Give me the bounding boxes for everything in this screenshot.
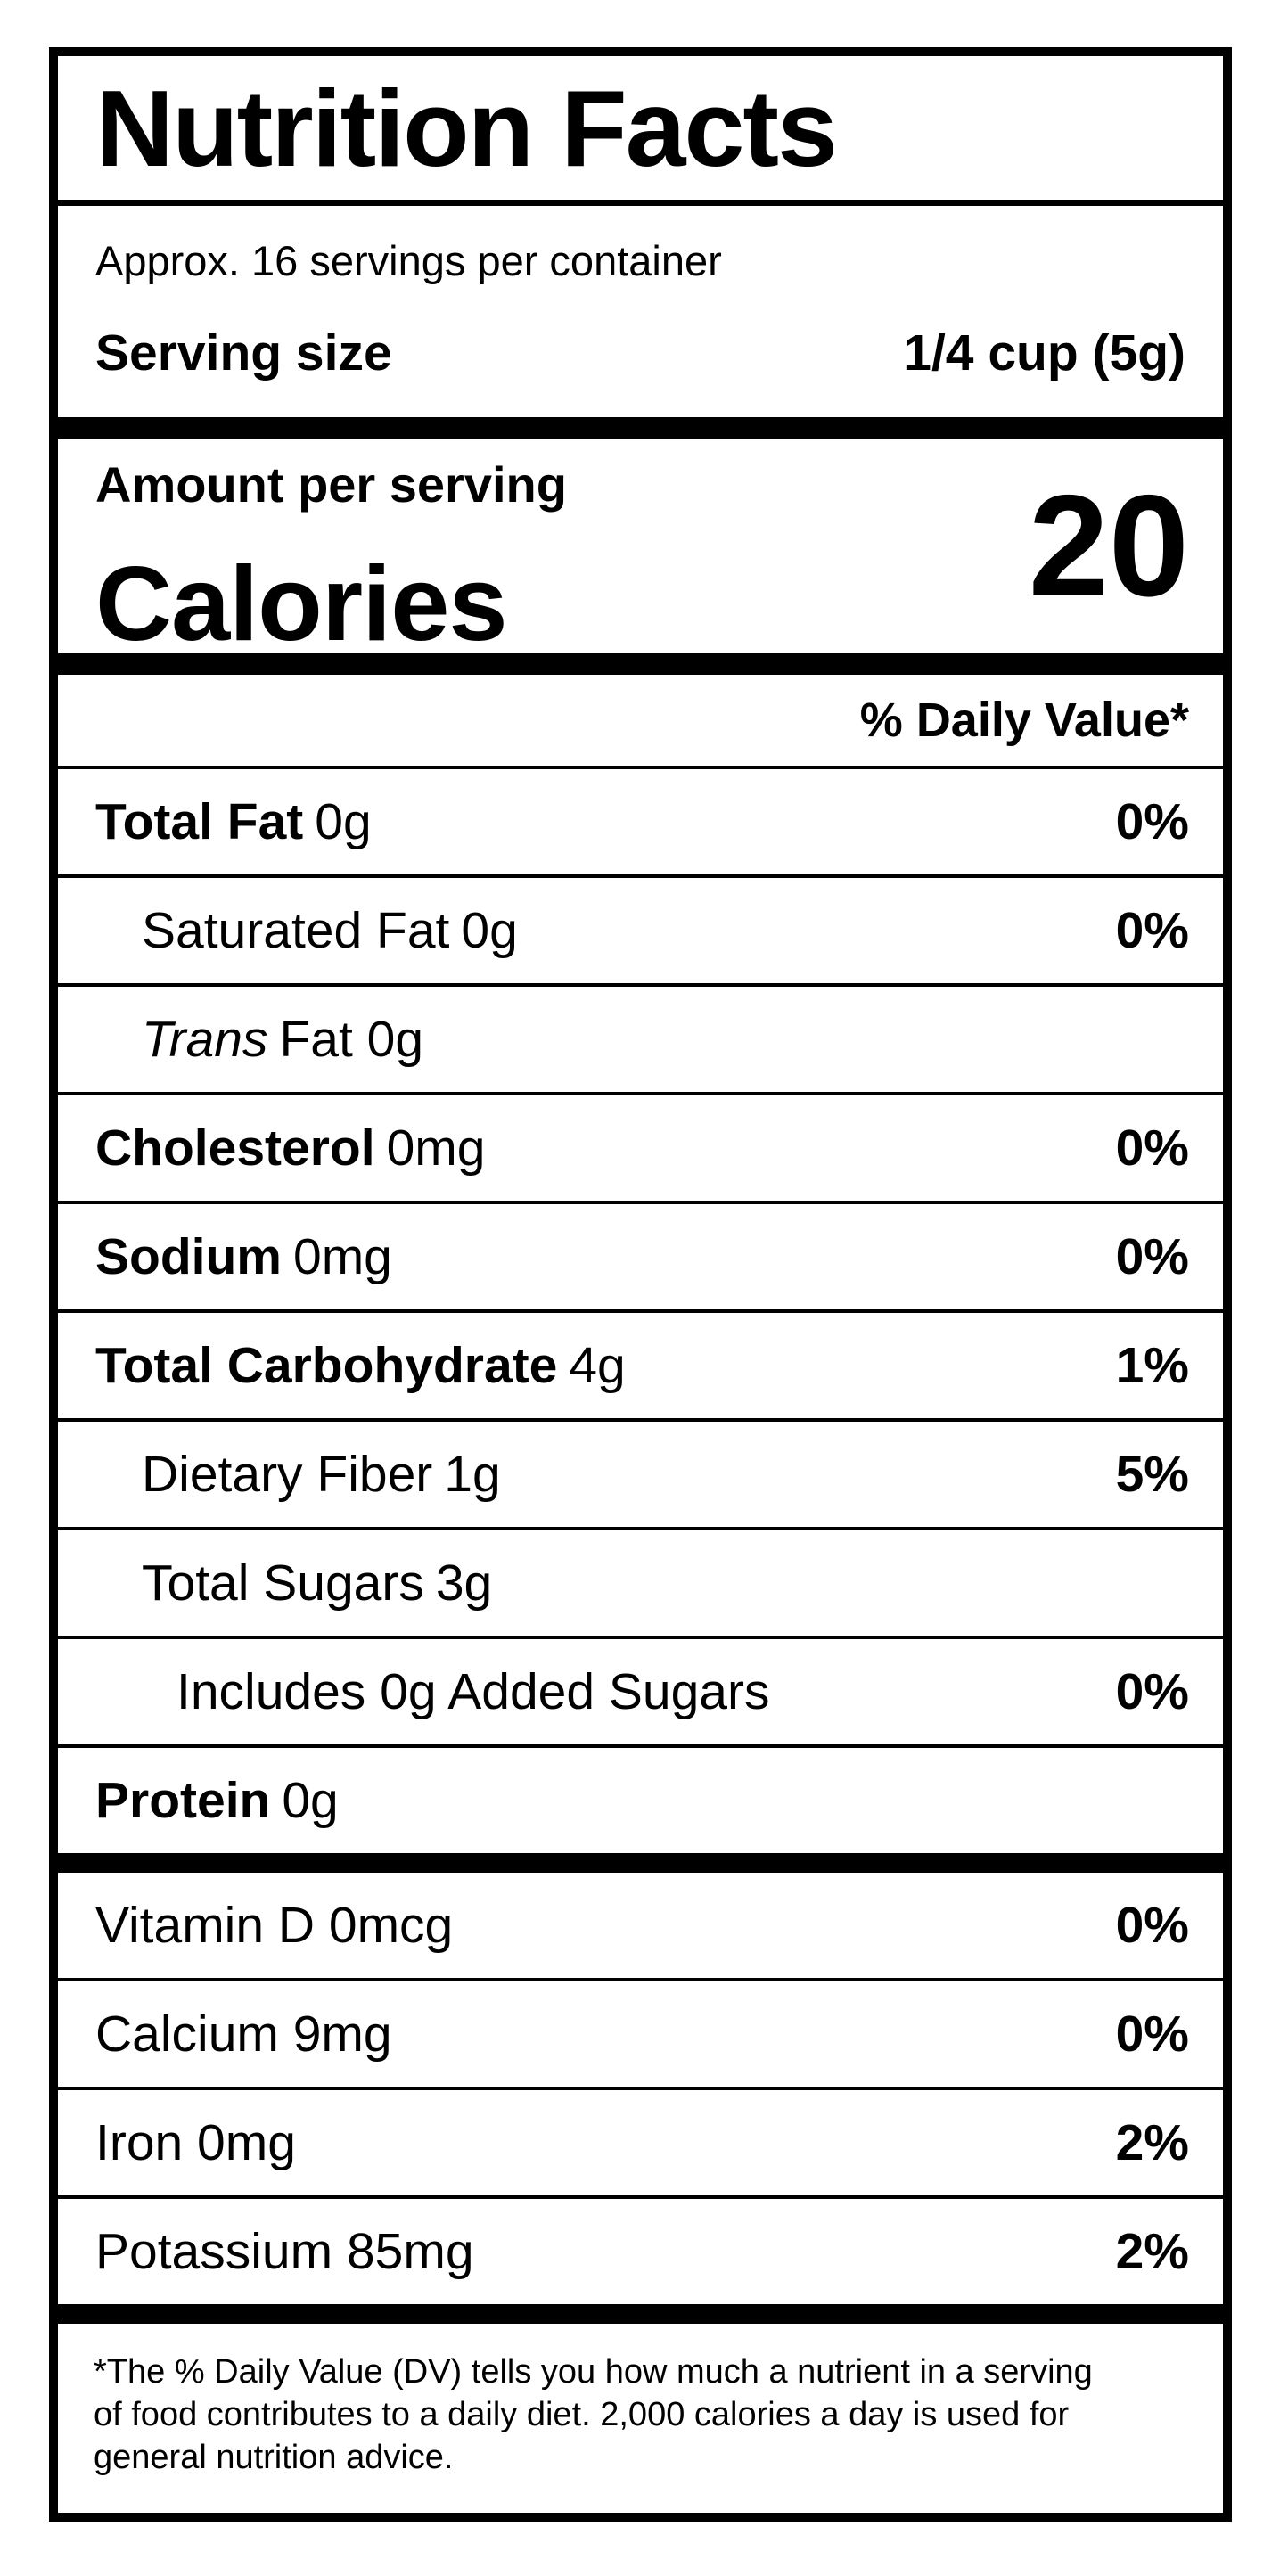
nutrient-row-cholesterol: Cholesterol 0mg 0% bbox=[58, 1095, 1223, 1204]
servings-per-container: Approx. 16 servings per container bbox=[95, 237, 722, 284]
nutrient-name: Dietary Fiber bbox=[142, 1445, 433, 1503]
nutrient-row-sodium: Sodium 0mg 0% bbox=[58, 1204, 1223, 1313]
daily-value: 0% bbox=[1115, 1227, 1189, 1285]
divider-thick bbox=[58, 1853, 1223, 1873]
daily-value: 2% bbox=[1115, 2222, 1189, 2280]
daily-value: 5% bbox=[1115, 1445, 1189, 1503]
nutrient-name: Cholesterol bbox=[95, 1119, 375, 1177]
nutrient-row-total-sugars: Total Sugars 3g bbox=[58, 1530, 1223, 1639]
serving-size-value: 1/4 cup (5g) bbox=[903, 324, 1185, 381]
nutrient-row-dietary-fiber: Dietary Fiber 1g 5% bbox=[58, 1422, 1223, 1530]
daily-value-footnote: *The % Daily Value (DV) tells you how mu… bbox=[58, 2324, 1223, 2513]
calories-label: Calories bbox=[95, 545, 508, 663]
nutrient-name: Total Carbohydrate bbox=[95, 1336, 558, 1394]
nutrient-amount: 0g bbox=[461, 901, 518, 959]
daily-value: 0% bbox=[1115, 1119, 1189, 1177]
calories-value: 20 bbox=[1028, 465, 1189, 627]
footnote-line: *The % Daily Value (DV) tells you how mu… bbox=[94, 2353, 1093, 2391]
daily-value: 0% bbox=[1115, 2005, 1189, 2063]
divider-thick bbox=[58, 2304, 1223, 2324]
nutrient-name: Protein bbox=[95, 1771, 271, 1829]
label-title: Nutrition Facts bbox=[95, 67, 838, 189]
serving-size-label: Serving size bbox=[95, 324, 392, 381]
daily-value-header: % Daily Value* bbox=[859, 693, 1189, 747]
daily-value: 0% bbox=[1115, 1662, 1189, 1720]
nutrient-amount: 0mg bbox=[293, 1227, 392, 1285]
nutrient-row-added-sugars: Includes 0g Added Sugars 0% bbox=[58, 1639, 1223, 1748]
nutrient-row-total-carbohydrate: Total Carbohydrate 4g 1% bbox=[58, 1313, 1223, 1422]
nutrient-row-protein: Protein 0g bbox=[58, 1748, 1223, 1853]
vitamin-row-calcium: Calcium 9mg 0% bbox=[58, 1981, 1223, 2090]
divider-medium bbox=[58, 200, 1223, 206]
divider-thick bbox=[58, 653, 1223, 675]
nutrient-amount: 0g bbox=[282, 1771, 339, 1829]
vitamin-name: Iron 0mg bbox=[95, 2113, 296, 2171]
nutrient-amount: 4g bbox=[569, 1336, 626, 1394]
nutrient-amount: 1g bbox=[444, 1445, 501, 1503]
footnote-line: of food contributes to a daily diet. 2,0… bbox=[94, 2396, 1070, 2433]
vitamin-name: Potassium 85mg bbox=[95, 2222, 474, 2280]
nutrition-facts-label: Nutrition Facts Approx. 16 servings per … bbox=[49, 47, 1232, 2522]
nutrient-name: Trans bbox=[142, 1010, 268, 1068]
amount-per-serving-label: Amount per serving bbox=[95, 456, 567, 513]
nutrient-row-total-fat: Total Fat 0g 0% bbox=[58, 769, 1223, 878]
nutrient-amount: Fat 0g bbox=[279, 1010, 424, 1068]
vitamin-name: Vitamin D 0mcg bbox=[95, 1896, 454, 1954]
vitamin-row-vitamin-d: Vitamin D 0mcg 0% bbox=[58, 1873, 1223, 1981]
nutrient-row-trans-fat: Trans Fat 0g bbox=[58, 987, 1223, 1095]
daily-value: 0% bbox=[1115, 1896, 1189, 1954]
nutrient-amount: 0mg bbox=[386, 1119, 486, 1177]
vitamin-row-potassium: Potassium 85mg 2% bbox=[58, 2199, 1223, 2304]
servings-section: Approx. 16 servings per container Servin… bbox=[58, 206, 1223, 417]
vitamin-name: Calcium 9mg bbox=[95, 2005, 392, 2063]
daily-value: 1% bbox=[1115, 1336, 1189, 1394]
nutrient-row-saturated-fat: Saturated Fat 0g 0% bbox=[58, 878, 1223, 987]
daily-value: 2% bbox=[1115, 2113, 1189, 2171]
serving-size-row: Serving size 1/4 cup (5g) bbox=[95, 324, 1185, 381]
title-section: Nutrition Facts bbox=[58, 56, 1223, 200]
nutrient-name: Total Fat bbox=[95, 792, 304, 850]
vitamin-row-iron: Iron 0mg 2% bbox=[58, 2090, 1223, 2199]
nutrient-name: Sodium bbox=[95, 1227, 282, 1285]
nutrient-amount: 3g bbox=[435, 1554, 493, 1612]
divider-thick bbox=[58, 417, 1223, 439]
nutrient-name: Total Sugars bbox=[142, 1554, 424, 1612]
footnote-line: general nutrition advice. bbox=[94, 2439, 454, 2476]
daily-value-header-row: % Daily Value* bbox=[58, 675, 1223, 769]
daily-value: 0% bbox=[1115, 901, 1189, 959]
calories-section: Amount per serving Calories 20 bbox=[58, 439, 1223, 658]
nutrient-amount: 0g bbox=[315, 792, 372, 850]
nutrient-name: Includes 0g Added Sugars bbox=[176, 1662, 770, 1720]
nutrient-name: Saturated Fat bbox=[142, 901, 450, 959]
daily-value: 0% bbox=[1115, 792, 1189, 850]
